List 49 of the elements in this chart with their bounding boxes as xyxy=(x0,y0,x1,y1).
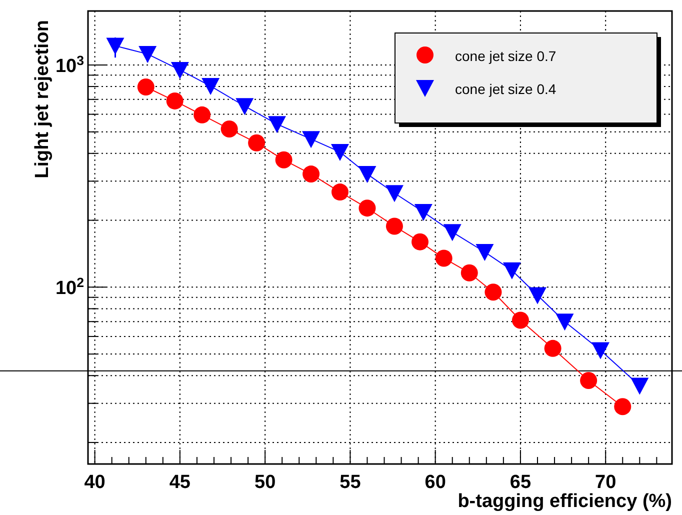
point xyxy=(194,106,211,124)
x-tick-label: 45 xyxy=(169,472,191,493)
point xyxy=(385,185,404,202)
point xyxy=(476,244,494,261)
point xyxy=(556,314,574,331)
point xyxy=(591,342,610,360)
point xyxy=(580,372,598,390)
point xyxy=(414,204,432,221)
point xyxy=(512,312,529,329)
x-tick-label: 60 xyxy=(424,472,446,493)
point xyxy=(331,184,348,201)
point xyxy=(484,284,502,301)
point xyxy=(502,262,521,280)
x-tick-label: 40 xyxy=(84,472,106,493)
point xyxy=(528,287,546,304)
x-axis-title: b-tagging efficiency (%) xyxy=(458,491,672,512)
y-tick-label: 10$^{2}$ xyxy=(55,274,84,300)
point xyxy=(358,166,376,184)
y-axis-title: Light jet rejection xyxy=(32,20,53,178)
point xyxy=(435,250,452,267)
point xyxy=(137,78,154,96)
y-tick-label: 10$^{3}$ xyxy=(55,52,84,77)
point xyxy=(302,166,320,183)
point xyxy=(202,78,220,96)
point xyxy=(614,398,632,416)
legend-label: cone jet size 0.7 xyxy=(455,48,556,64)
legend-label: cone jet size 0.4 xyxy=(455,81,556,97)
x-tick-label: 55 xyxy=(340,472,362,493)
point xyxy=(220,120,238,138)
point xyxy=(302,131,320,148)
point xyxy=(460,264,478,282)
point xyxy=(330,144,349,161)
point xyxy=(268,116,286,134)
point xyxy=(236,98,254,116)
point xyxy=(170,62,189,79)
point xyxy=(544,340,562,357)
point xyxy=(138,46,157,64)
point xyxy=(275,151,292,168)
point xyxy=(358,200,376,217)
point xyxy=(443,224,462,242)
point xyxy=(386,218,403,235)
point xyxy=(106,38,124,55)
x-tick-label: 70 xyxy=(595,472,616,493)
point xyxy=(166,92,184,110)
point xyxy=(412,233,429,250)
x-tick-label: 50 xyxy=(254,472,276,493)
point xyxy=(630,378,649,395)
x-tick-label: 65 xyxy=(510,472,532,493)
point xyxy=(248,134,266,152)
